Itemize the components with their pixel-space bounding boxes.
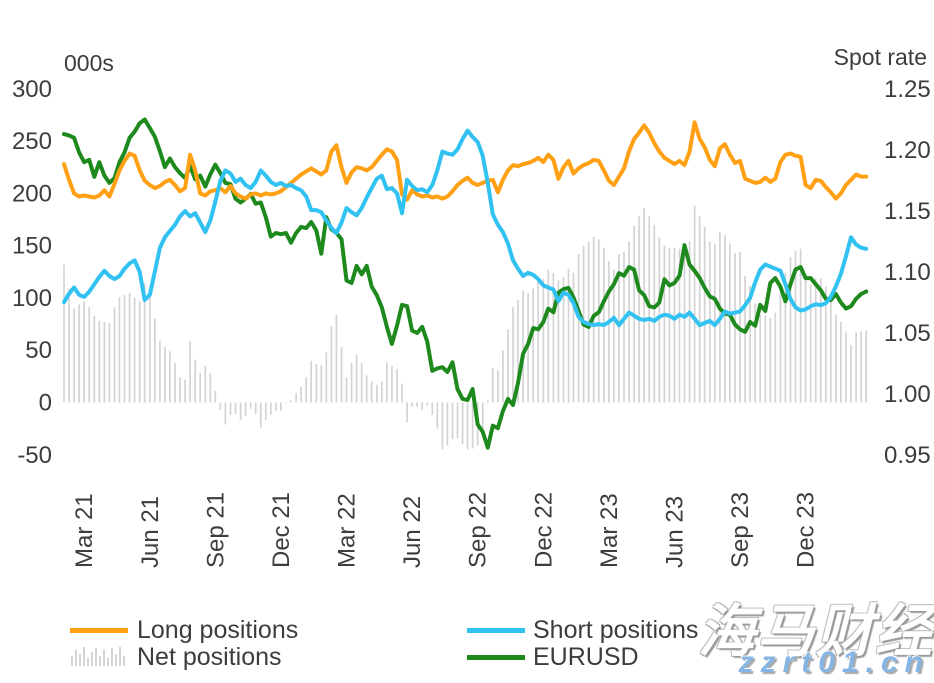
x-axis-tick-label: Dec 22 <box>530 492 557 568</box>
eurusd-swatch <box>467 655 525 660</box>
x-axis-tick-label: Jun 23 <box>661 496 688 568</box>
left-axis-tick-label: 100 <box>12 285 52 312</box>
long-positions-line <box>62 120 869 202</box>
x-axis-tick-label: Mar 23 <box>596 493 623 568</box>
left-axis-tick-label: 0 <box>39 390 52 417</box>
x-axis-tick-label: Jun 21 <box>137 496 164 568</box>
left-axis-tick-label: 250 <box>12 128 52 155</box>
left-axis-tick-label: 200 <box>12 180 52 207</box>
short-positions-swatch <box>467 628 525 633</box>
legend-short-label: Short positions <box>533 616 699 644</box>
left-axis-tick-label: 300 <box>12 76 52 103</box>
x-axis-tick-label: Mar 22 <box>334 493 361 568</box>
x-axis-tick-label: Dec 21 <box>268 492 295 568</box>
right-axis-tick-label: 0.95 <box>884 442 931 469</box>
x-axis-tick-label: Sep 22 <box>465 492 492 568</box>
legend-eurusd-label: EURUSD <box>533 643 639 671</box>
x-axis-tick-label: Jun 22 <box>399 496 426 568</box>
short-positions-line <box>62 128 869 328</box>
left-axis-tick-label: -50 <box>17 442 52 469</box>
right-axis-tick-label: 1.15 <box>884 198 931 225</box>
watermark-brand: 海马财经 <box>698 600 934 664</box>
legend-long-label: Long positions <box>137 616 299 644</box>
right-axis-tick-label: 1.20 <box>884 137 931 164</box>
x-axis-tick-label: Sep 21 <box>202 492 229 568</box>
net-positions-swatch-icon <box>71 647 125 666</box>
right-axis-tick-label: 1.00 <box>884 381 931 408</box>
long-positions-swatch <box>70 628 128 633</box>
left-axis-tick-label: 50 <box>25 337 52 364</box>
right-axis-tick-label: 1.10 <box>884 259 931 286</box>
x-axis-tick-label: Mar 21 <box>71 493 98 568</box>
left-axis-title: 000s <box>64 50 114 76</box>
right-axis-title: Spot rate <box>833 44 927 70</box>
right-axis-tick-label: 1.05 <box>884 320 931 347</box>
x-axis-tick-label: Dec 23 <box>793 492 820 568</box>
legend-net-label: Net positions <box>137 643 282 671</box>
left-axis-tick-label: 150 <box>12 233 52 260</box>
right-axis-tick-label: 1.25 <box>884 76 931 103</box>
x-axis-tick-label: Sep 23 <box>727 492 754 568</box>
watermark-url: zzrt01.cn <box>738 646 930 679</box>
